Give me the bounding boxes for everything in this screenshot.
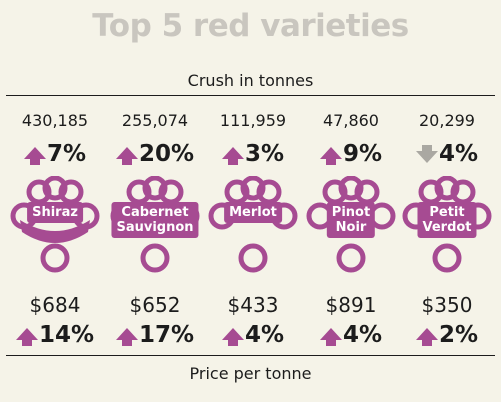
price-change: 14% [8,318,102,352]
up-arrow-icon [115,327,138,346]
price-value: $652 [129,293,181,317]
grape-icon: Merlot [206,176,300,276]
crush-value: 47,860 [323,111,379,130]
variety-label: Petit Verdot [417,202,477,238]
crush-change: 4% [400,136,494,172]
variety-label: Pinot Noir [326,202,376,238]
crush-value: 430,185 [21,111,89,130]
price-footer: Price per tonne [189,364,312,383]
variety-label: Shiraz [27,202,83,223]
grape-icon: Cabernet Sauvignon [108,176,202,276]
grape-icon: Petit Verdot [400,176,494,276]
variety-column-merlot: 111,959 3% Merlot $433 4% [206,110,300,352]
up-arrow-icon [415,327,438,346]
variety-label: Cabernet Sauvignon [111,202,199,238]
price-value: $891 [325,293,377,317]
price-change: 17% [108,318,202,352]
crush-value: 111,959 [219,111,287,130]
crush-change: 9% [304,136,398,172]
grape-icon: Pinot Noir [304,176,398,276]
crush-change: 3% [206,136,300,172]
price-change: 4% [304,318,398,352]
variety-column-petit-verdot: 20,299 4% Petit Verdot $350 2% [400,110,494,352]
up-arrow-icon [319,327,342,346]
up-arrow-icon [221,146,244,165]
crush-change: 7% [8,136,102,172]
price-change: 2% [400,318,494,352]
price-value: $350 [421,293,473,317]
up-arrow-icon [23,146,46,165]
crush-value: 20,299 [419,111,475,130]
bottom-divider [6,355,495,356]
variety-label: Merlot [224,202,282,223]
up-arrow-icon [15,327,38,346]
top-divider [6,95,495,96]
up-arrow-icon [115,146,138,165]
variety-column-cabernet-sauvignon: 255,074 20% Cabernet Sauvignon $652 17% [108,110,202,352]
down-arrow-icon [415,144,438,163]
crush-change: 20% [108,136,202,172]
variety-column-pinot-noir: 47,860 9% Pinot Noir $891 4% [304,110,398,352]
price-value: $433 [227,293,279,317]
up-arrow-icon [221,327,244,346]
price-change: 4% [206,318,300,352]
up-arrow-icon [319,146,342,165]
variety-column-shiraz: 430,185 7% Shiraz $684 14% [8,110,102,352]
crush-subtitle: Crush in tonnes [187,71,314,90]
crush-value: 255,074 [121,111,189,130]
price-value: $684 [29,293,81,317]
page-title: Top 5 red varieties [92,8,409,44]
grape-icon: Shiraz [8,176,102,276]
